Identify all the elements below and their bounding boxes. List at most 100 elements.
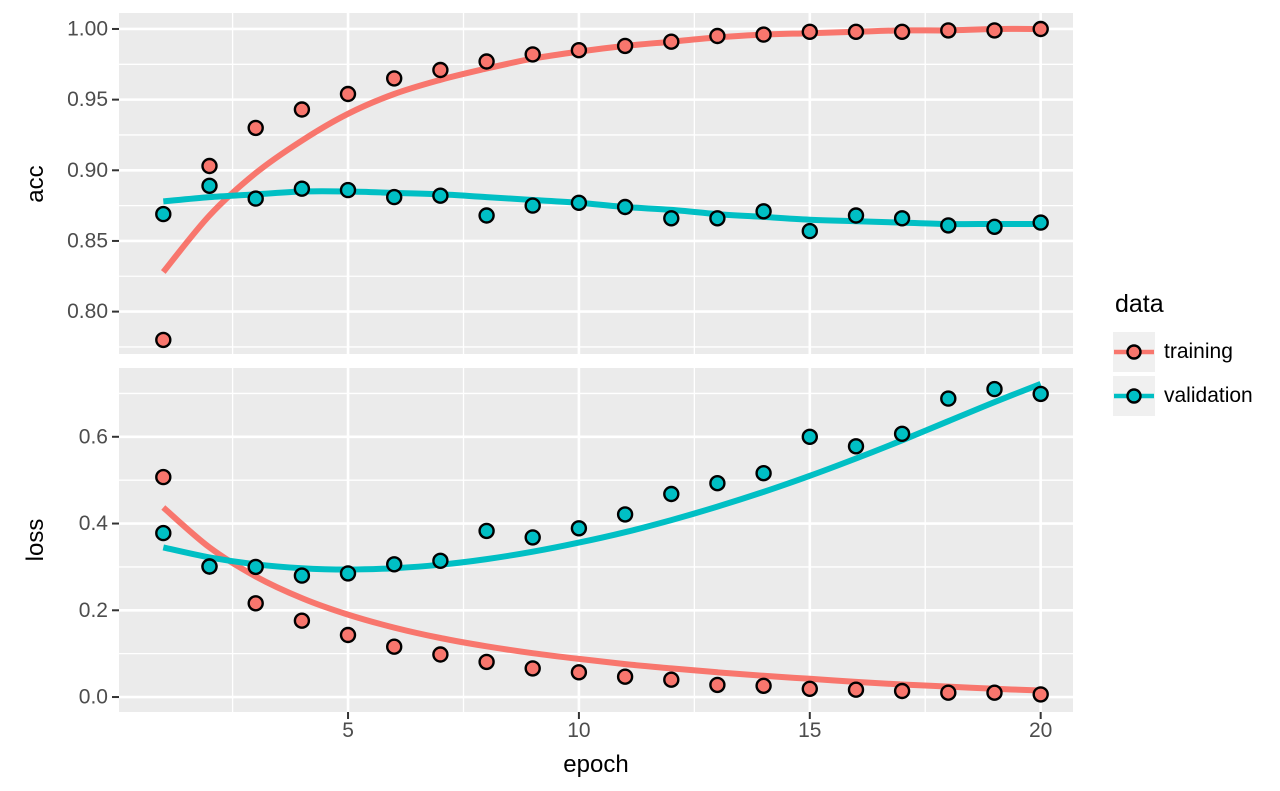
data-point-validation (755, 203, 772, 220)
data-point-validation (570, 194, 588, 212)
data-point-validation (247, 558, 264, 576)
data-point-training (201, 157, 218, 175)
data-point-validation (847, 438, 865, 455)
y-tick-label: 0.0 (79, 686, 108, 709)
data-point-training (940, 22, 957, 39)
data-point-validation (247, 190, 264, 207)
data-point-validation (755, 465, 772, 482)
data-point-validation (893, 210, 911, 227)
data-point-training (432, 646, 449, 663)
y-tick-label: 0.95 (67, 88, 108, 111)
data-point-validation (524, 197, 541, 214)
data-point-training (801, 23, 818, 40)
data-point-validation (293, 567, 311, 584)
data-point-training (524, 660, 541, 677)
data-point-training (755, 26, 772, 43)
data-point-training (1032, 686, 1049, 703)
x-axis-title: epoch (563, 751, 629, 778)
data-point-training (940, 684, 957, 701)
data-point-validation (293, 180, 311, 197)
data-point-validation (432, 552, 449, 569)
legend-key-glyph (1114, 388, 1154, 404)
data-point-validation (570, 520, 588, 537)
data-point-training (663, 671, 680, 688)
data-point-validation (940, 390, 957, 407)
legend-label-training: training (1164, 340, 1233, 363)
data-point-validation (847, 207, 865, 224)
data-point-training (986, 684, 1003, 701)
data-point-training (386, 638, 403, 655)
data-point-training (755, 677, 772, 694)
legend-entry-training: training (1113, 332, 1253, 372)
legend-title: data (1115, 290, 1164, 318)
data-point-training (155, 468, 172, 486)
x-tick-label: 20 (1029, 719, 1052, 742)
data-point-training (293, 612, 311, 629)
y-axis-title-loss: loss (22, 518, 49, 562)
data-point-training (293, 101, 311, 118)
y-tick-label: 0.4 (79, 512, 109, 535)
data-point-training (247, 595, 264, 612)
legend-key-point (1126, 344, 1142, 360)
data-point-training (478, 653, 495, 671)
panel-background (119, 13, 1073, 354)
legend: data training validation (1113, 290, 1253, 420)
data-point-training (524, 46, 541, 63)
data-point-validation (663, 210, 680, 227)
data-point-validation (386, 556, 403, 573)
data-point-training (893, 682, 911, 700)
data-point-validation (940, 217, 957, 234)
data-point-training (616, 668, 634, 685)
data-point-training (386, 70, 403, 87)
y-tick-label: 0.2 (79, 599, 108, 622)
data-point-training (986, 22, 1003, 39)
data-point-validation (893, 425, 911, 442)
data-point-validation (801, 428, 818, 445)
data-point-training (247, 119, 264, 137)
data-point-validation (386, 188, 403, 206)
data-point-validation (201, 177, 218, 195)
data-point-validation (663, 485, 680, 503)
data-point-training (155, 331, 172, 349)
legend-entry-validation: validation (1113, 376, 1253, 416)
y-tick-label: 0.85 (67, 229, 108, 252)
data-point-training (570, 664, 588, 681)
data-point-validation (986, 380, 1003, 398)
data-point-validation (339, 181, 357, 199)
data-point-validation (155, 205, 172, 223)
x-tick-label: 5 (342, 719, 354, 742)
y-axis-title-acc: acc (22, 165, 49, 203)
data-point-validation (478, 522, 495, 540)
data-point-validation (432, 187, 449, 204)
data-point-validation (709, 475, 726, 492)
data-point-training (339, 85, 357, 103)
data-point-validation (339, 565, 357, 582)
legend-key-point (1126, 388, 1142, 404)
data-point-training (801, 680, 818, 697)
data-point-validation (616, 198, 634, 216)
y-tick-label: 1.00 (67, 17, 108, 40)
y-tick-label: 0.6 (79, 425, 108, 448)
data-point-validation (801, 222, 818, 240)
data-point-validation (524, 529, 541, 546)
data-point-training (847, 681, 865, 698)
x-tick-label: 15 (798, 719, 821, 742)
training-line-point-icon (1113, 332, 1155, 372)
data-point-training (847, 23, 865, 40)
x-tick-label: 10 (567, 719, 590, 742)
data-point-training (616, 37, 634, 55)
data-point-training (478, 53, 495, 70)
validation-line-point-icon (1113, 376, 1155, 416)
data-point-training (663, 33, 680, 50)
data-point-training (709, 676, 726, 694)
data-point-validation (709, 210, 726, 227)
data-point-training (570, 42, 588, 59)
data-point-validation (986, 218, 1003, 236)
data-point-training (432, 61, 449, 79)
data-point-validation (1032, 385, 1049, 403)
legend-label-validation: validation (1164, 384, 1253, 407)
data-point-validation (155, 524, 172, 542)
data-point-validation (201, 558, 218, 575)
